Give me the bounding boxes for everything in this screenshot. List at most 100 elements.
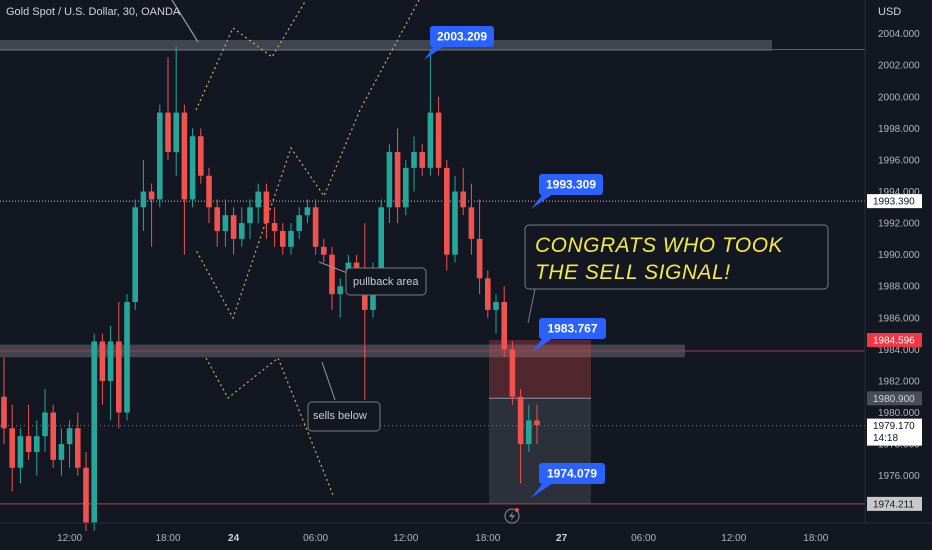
- candle: [329, 246, 335, 310]
- sells-below-arrow: [321, 361, 336, 401]
- label-2003: 2003.209: [424, 26, 494, 60]
- candle-body: [419, 152, 425, 168]
- badge-text: 1974.211: [873, 499, 914, 510]
- candle: [526, 404, 532, 452]
- candle-body: [304, 207, 311, 216]
- price-tick-label: 1988.000: [878, 282, 920, 293]
- candle: [337, 278, 343, 318]
- candle: [271, 207, 278, 247]
- candle-body: [34, 436, 40, 452]
- candle: [247, 199, 253, 239]
- candle-body: [140, 191, 147, 208]
- badge-background: [867, 194, 922, 209]
- time-tick-label: 12:00: [721, 533, 746, 544]
- candle: [460, 167, 466, 216]
- candle: [34, 420, 40, 476]
- candle: [206, 167, 212, 224]
- candle: [378, 199, 384, 279]
- candle-body: [1, 396, 7, 429]
- candle-body: [394, 152, 401, 208]
- candle-body: [337, 286, 343, 295]
- candle: [312, 199, 319, 255]
- label-1974: 1974.079: [531, 463, 605, 498]
- label-text: 1983.767: [547, 322, 597, 336]
- candle-body: [198, 136, 204, 176]
- candle: [165, 57, 171, 160]
- candle-body: [83, 467, 89, 523]
- candle: [222, 199, 229, 247]
- label-pointer: [531, 338, 553, 353]
- label-1993: 1993.309: [531, 174, 603, 209]
- candle: [25, 404, 32, 460]
- candle: [124, 294, 130, 421]
- candle-body: [312, 207, 319, 247]
- label-pointer: [531, 483, 553, 498]
- sell-signal-callout: CONGRATS WHO TOOK THE SELL SIGNAL!: [535, 234, 784, 284]
- badge-text: 1993.390: [873, 197, 915, 208]
- candle-body: [239, 223, 245, 239]
- candle-body: [157, 112, 163, 200]
- candle-body: [214, 207, 220, 231]
- candle-body: [526, 420, 532, 445]
- price-tick-label: 1994.000: [878, 187, 920, 198]
- candle-body: [411, 152, 417, 168]
- candle: [17, 428, 24, 484]
- candle-body: [9, 428, 15, 468]
- badge-1984: 1984.596: [867, 332, 922, 347]
- time-tick-label: 06:00: [631, 533, 656, 544]
- badge-countdown: 14:18: [873, 433, 898, 444]
- candle-body: [181, 112, 188, 200]
- candle-body: [148, 191, 155, 200]
- candle-body: [173, 112, 179, 153]
- badge-background: [867, 391, 922, 406]
- candle: [99, 333, 106, 405]
- time-tick-label: 27: [556, 533, 568, 544]
- zigzag-drawing-2: [195, 109, 361, 320]
- candle-body: [50, 412, 56, 460]
- candle: [42, 388, 48, 452]
- sells-below-box: [307, 401, 381, 432]
- time-tick-label: 18:00: [803, 533, 828, 544]
- candle: [386, 144, 393, 224]
- candle: [534, 404, 540, 445]
- price-tick-label: 1996.000: [878, 155, 920, 166]
- candle: [75, 412, 81, 476]
- candle: [304, 199, 311, 224]
- currency-label: USD: [878, 6, 902, 18]
- candle-body: [280, 230, 286, 247]
- lightning-icon[interactable]: [504, 508, 520, 524]
- candle-body: [321, 246, 327, 255]
- candle-body: [403, 167, 409, 208]
- badge-1993: 1993.390: [867, 194, 922, 209]
- badge-1980: 1980.900: [867, 391, 922, 406]
- candle: [493, 294, 499, 334]
- candle-body: [75, 428, 81, 468]
- candle-body: [124, 302, 130, 413]
- drawing-line-1: [171, 0, 199, 43]
- candle-body: [263, 191, 270, 224]
- candle-body: [206, 175, 212, 208]
- label-text: 1993.309: [546, 178, 596, 192]
- candle-body: [132, 207, 138, 303]
- candle-body: [42, 412, 48, 437]
- badge-text: 1984.596: [873, 335, 915, 346]
- candle: [157, 104, 163, 208]
- label-text: 1974.079: [547, 467, 597, 481]
- candle-body: [509, 349, 516, 397]
- candle-body: [271, 223, 278, 231]
- candle: [1, 357, 7, 445]
- badge-text: 1980.900: [873, 394, 915, 405]
- candle: [148, 183, 155, 247]
- candle-body: [288, 230, 294, 247]
- candle: [173, 46, 179, 176]
- candle-body: [460, 191, 466, 208]
- candle: [132, 199, 138, 310]
- candle: [509, 341, 516, 405]
- candle: [116, 302, 122, 429]
- stop-loss-zone: [489, 339, 591, 399]
- candle: [58, 428, 65, 476]
- candle: [296, 207, 302, 239]
- candle: [107, 325, 114, 421]
